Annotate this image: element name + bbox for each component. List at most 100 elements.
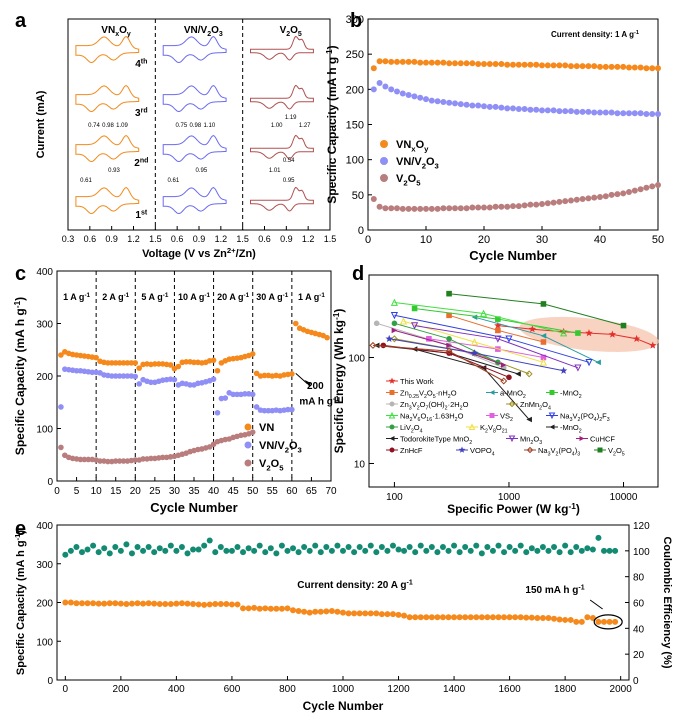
label-part: TodorokiteType MnO bbox=[400, 435, 469, 444]
label-part: -1 bbox=[124, 292, 130, 299]
data-point bbox=[612, 547, 619, 554]
data-point bbox=[128, 360, 135, 366]
data-point bbox=[73, 543, 80, 550]
data-point bbox=[568, 63, 574, 70]
data-point bbox=[245, 545, 252, 552]
label-part: · bbox=[448, 400, 451, 409]
data-point bbox=[151, 549, 158, 556]
legend-marker bbox=[508, 435, 516, 443]
data-point bbox=[84, 600, 91, 607]
data-point bbox=[62, 551, 69, 558]
data-point bbox=[591, 194, 598, 201]
data-point bbox=[399, 317, 408, 325]
data-point bbox=[210, 376, 217, 382]
label-part: 2 bbox=[207, 31, 211, 38]
data-point bbox=[356, 610, 363, 617]
data-point bbox=[475, 204, 482, 211]
label-part: VS bbox=[500, 412, 510, 421]
data-point bbox=[481, 204, 487, 211]
data-point bbox=[473, 614, 480, 621]
data-point bbox=[112, 458, 119, 464]
label-part: Current density: 1 A g bbox=[551, 30, 634, 39]
x-tick-label: 2000 bbox=[610, 684, 633, 695]
legend-label: Zn0.25V2O5·nH2O bbox=[400, 389, 457, 400]
panel-e: e0 200 400 600 800 1000 1200 1400 1600 1800 200001… bbox=[13, 518, 673, 713]
data-point bbox=[201, 601, 208, 608]
data-point bbox=[148, 379, 154, 386]
data-point bbox=[405, 91, 412, 98]
data-point bbox=[584, 545, 591, 552]
data-point bbox=[494, 335, 502, 343]
label-part: 3 bbox=[548, 451, 551, 457]
data-point bbox=[334, 542, 341, 549]
data-point bbox=[595, 618, 602, 625]
data-point bbox=[574, 364, 582, 372]
data-point bbox=[323, 608, 330, 615]
data-point bbox=[234, 601, 241, 608]
label-part: mA h g bbox=[299, 396, 333, 407]
label-part: -1 bbox=[331, 312, 341, 320]
data-point bbox=[417, 205, 424, 212]
cycle-label: 4th bbox=[135, 59, 147, 71]
legend-label: Mn2O3 bbox=[520, 435, 542, 446]
series-zn0-25v2o5-nh2o bbox=[446, 312, 547, 345]
data-point bbox=[562, 108, 569, 115]
data-point bbox=[584, 614, 591, 621]
label-part: 2 bbox=[510, 417, 513, 423]
data-point bbox=[323, 543, 330, 550]
x-tick-label: 0.9 bbox=[280, 234, 293, 244]
label-part: -1 bbox=[568, 501, 576, 511]
annotation-value: 200 bbox=[307, 381, 324, 392]
data-point bbox=[391, 327, 398, 334]
data-point bbox=[562, 198, 569, 205]
data-point bbox=[585, 329, 593, 337]
data-point bbox=[210, 357, 217, 364]
legend-marker bbox=[549, 390, 555, 395]
legend-label: Na3V2(PO4)3 bbox=[538, 446, 580, 457]
label-part: 16 bbox=[426, 417, 432, 423]
data-point bbox=[575, 330, 581, 336]
data-point bbox=[399, 58, 406, 65]
data-point bbox=[585, 108, 592, 115]
data-point bbox=[376, 203, 383, 210]
data-point bbox=[544, 200, 551, 207]
data-point bbox=[597, 109, 603, 116]
panel-letter: c bbox=[15, 263, 26, 285]
label-part: 2 bbox=[539, 405, 542, 411]
data-point bbox=[77, 456, 84, 463]
label-part: y bbox=[127, 31, 131, 38]
label-part: O bbox=[426, 156, 435, 168]
data-point bbox=[467, 547, 474, 554]
x-tick-label: 50 bbox=[247, 486, 259, 497]
data-point bbox=[184, 600, 191, 607]
series-vopo4 bbox=[385, 334, 568, 374]
label-part: 3 bbox=[607, 417, 610, 423]
x-tick-label: 40 bbox=[594, 234, 606, 246]
data-point bbox=[106, 600, 113, 607]
label-part: VN bbox=[101, 25, 115, 36]
label-part: V bbox=[551, 446, 556, 455]
legend-label: -MnO2 bbox=[560, 389, 582, 400]
data-point bbox=[608, 330, 617, 338]
data-point bbox=[573, 63, 580, 70]
x-tick-label: 0.6 bbox=[84, 234, 97, 244]
data-point bbox=[510, 203, 516, 210]
data-point bbox=[612, 618, 619, 625]
series-cuhcf bbox=[391, 327, 507, 368]
data-point bbox=[105, 458, 111, 465]
data-point bbox=[167, 542, 174, 549]
y-axis-title: Specific Capacity (mA h g-1) bbox=[13, 530, 27, 676]
label-part: 2 bbox=[469, 440, 472, 446]
label-part: -1 bbox=[163, 292, 169, 299]
label-part: 2 bbox=[403, 178, 407, 187]
data-point bbox=[498, 203, 505, 210]
legend-marker bbox=[489, 390, 495, 395]
y-axis-title: Specific Capacity (mA h g-1) bbox=[12, 297, 27, 455]
label-part: -MnO bbox=[560, 423, 579, 432]
peak-label-cathodic: 0.54 bbox=[283, 158, 295, 164]
label-part: 2 bbox=[285, 445, 289, 454]
data-point bbox=[390, 312, 399, 320]
peak-label-anodic: 1.10 bbox=[203, 123, 215, 129]
peak-label-anodic: 0.75 bbox=[175, 123, 187, 129]
